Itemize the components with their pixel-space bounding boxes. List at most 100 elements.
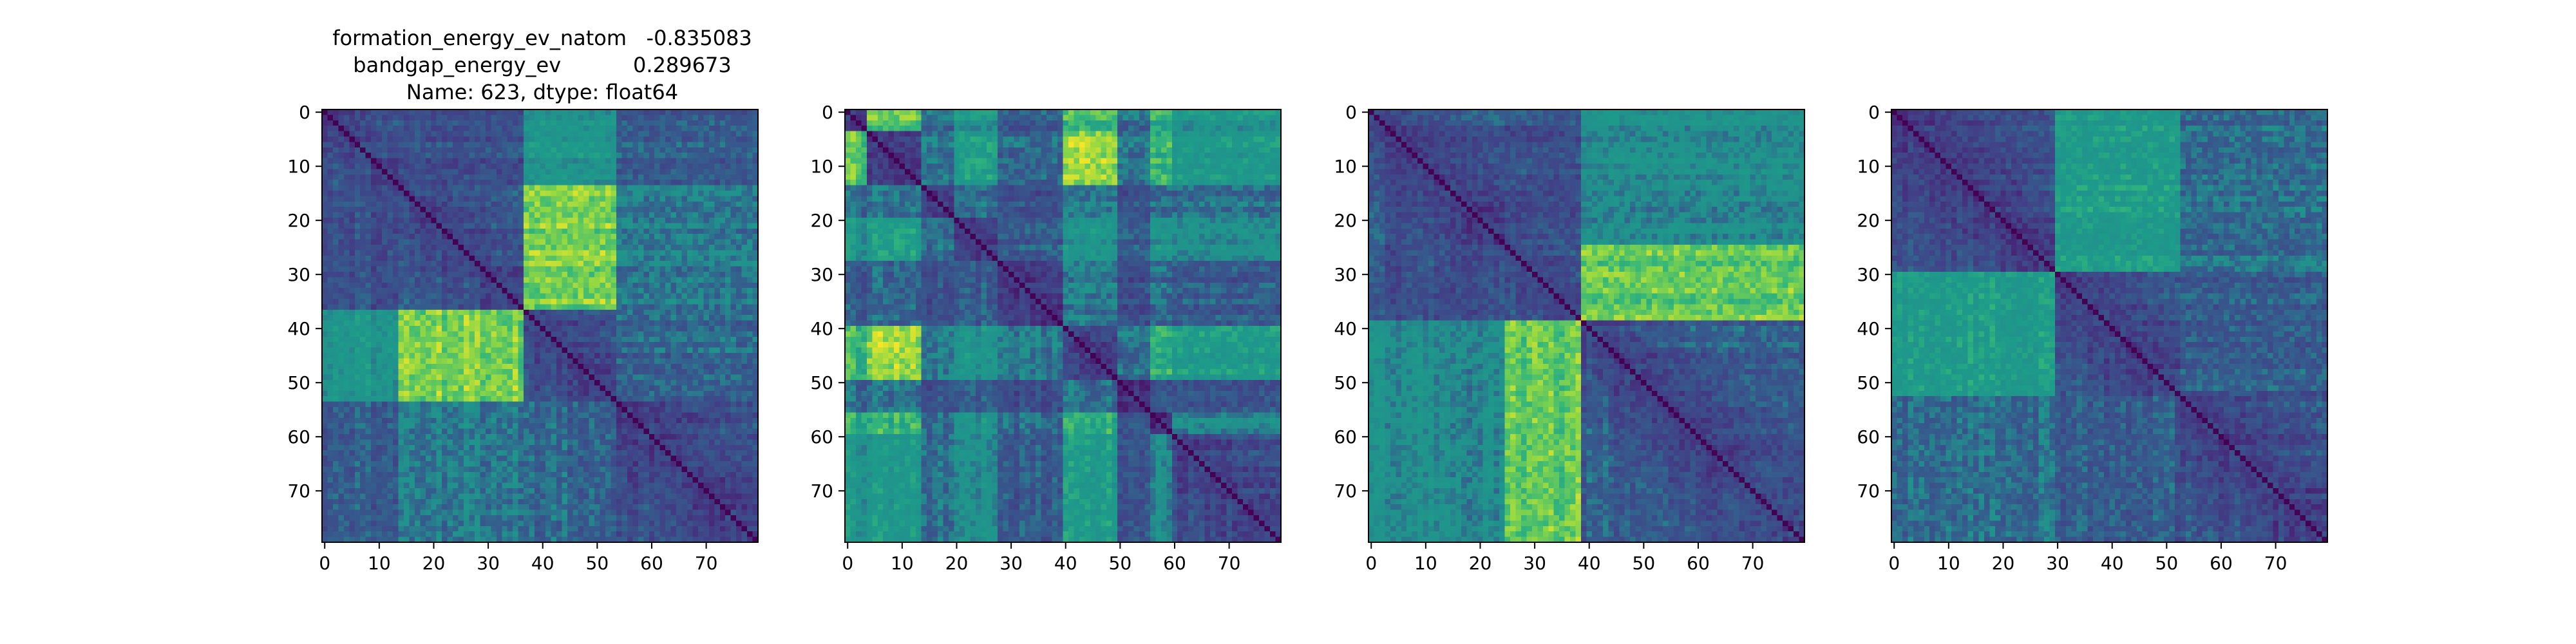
heatmap-cell (654, 120, 661, 126)
heatmap-cell (338, 218, 345, 223)
heatmap-cell (343, 282, 350, 289)
heatmap-cell (458, 353, 464, 359)
heatmap-cell (545, 201, 552, 207)
heatmap-cell (425, 374, 431, 381)
heatmap-cell (589, 439, 595, 446)
heatmap-cell (376, 342, 383, 348)
heatmap-cell (436, 223, 442, 229)
heatmap-cell (621, 109, 628, 115)
heatmap-cell (725, 288, 732, 294)
heatmap-cell (502, 218, 508, 223)
heatmap-cell (398, 401, 404, 408)
heatmap-cell (338, 374, 345, 381)
heatmap-cell (681, 336, 688, 343)
heatmap-cell (480, 326, 486, 332)
heatmap-cell (654, 353, 661, 359)
heatmap-cell (469, 444, 475, 451)
heatmap-cell (485, 191, 491, 196)
heatmap-cell (752, 380, 759, 386)
heatmap-cell (414, 299, 421, 305)
heatmap-cell (420, 336, 426, 343)
heatmap-cell (496, 142, 502, 148)
heatmap-cell (453, 126, 459, 132)
heatmap-cell (692, 126, 699, 132)
heatmap-cell (730, 131, 737, 137)
heatmap-cell (420, 255, 426, 261)
heatmap-cell (578, 396, 584, 402)
heatmap-cell (741, 180, 748, 186)
heatmap-cell (611, 401, 617, 408)
heatmap-cell (649, 120, 655, 126)
heatmap-cell (714, 201, 721, 207)
heatmap-cell (611, 342, 617, 348)
heatmap-cell (621, 282, 628, 289)
heatmap-cell (551, 304, 557, 310)
heatmap-cell (327, 212, 334, 218)
heatmap-cell (387, 369, 393, 375)
heatmap-cell (573, 277, 579, 283)
heatmap-cell (535, 374, 541, 381)
heatmap-cell (458, 239, 464, 245)
heatmap-cell (535, 309, 541, 316)
heatmap-cell (578, 363, 584, 370)
heatmap-cell (681, 428, 688, 435)
heatmap-cell (420, 147, 426, 153)
heatmap-cell (611, 223, 617, 229)
heatmap-cell (327, 218, 334, 223)
heatmap-cell (518, 396, 524, 402)
heatmap-cell (551, 347, 557, 354)
heatmap-cell (409, 342, 415, 348)
heatmap-cell (354, 320, 361, 327)
heatmap-cell (567, 272, 573, 278)
heatmap-cell (654, 347, 661, 354)
heatmap-cell (708, 439, 715, 446)
heatmap-cell (594, 369, 601, 375)
heatmap-cell (469, 228, 475, 234)
heatmap-cell (556, 374, 562, 381)
heatmap-cell (365, 169, 372, 175)
heatmap-cell (659, 234, 666, 240)
heatmap-cell (403, 218, 410, 223)
heatmap-cell (697, 255, 704, 261)
heatmap-cell (535, 331, 541, 337)
heatmap-cell (502, 255, 508, 261)
heatmap-cell (436, 396, 442, 402)
heatmap-cell (741, 109, 748, 115)
heatmap-cell (747, 277, 753, 283)
heatmap-cell (692, 153, 699, 159)
heatmap-cell (332, 401, 339, 408)
heatmap-cell (518, 380, 524, 386)
heatmap-cell (747, 153, 753, 159)
heatmap-cell (425, 428, 431, 435)
heatmap-cell (665, 142, 672, 148)
heatmap-cell (725, 358, 732, 365)
heatmap-cell (736, 401, 743, 408)
heatmap-cell (643, 131, 650, 137)
heatmap-cell (327, 374, 334, 381)
heatmap-cell (431, 126, 437, 132)
heatmap-cell (349, 228, 355, 234)
heatmap-cell (703, 396, 710, 402)
heatmap-cell (513, 347, 519, 354)
heatmap-cell (491, 444, 497, 451)
heatmap-cell (708, 191, 715, 196)
heatmap-cell (616, 309, 623, 316)
heatmap-cell (545, 131, 552, 137)
heatmap-cell (420, 228, 426, 234)
heatmap-cell (654, 336, 661, 343)
heatmap-cell (545, 417, 552, 424)
heatmap-cell (692, 109, 699, 115)
heatmap-cell (621, 272, 628, 278)
heatmap-cell (687, 407, 694, 413)
heatmap-cell (414, 412, 421, 419)
heatmap-cell (332, 439, 339, 446)
title-line-3: Name: 623, dtype: float64 (406, 80, 678, 104)
heatmap-cell (436, 261, 442, 267)
heatmap-cell (518, 401, 524, 408)
heatmap-cell (343, 147, 350, 153)
heatmap-cell (409, 201, 415, 207)
heatmap-cell (420, 390, 426, 397)
heatmap-cell (382, 401, 388, 408)
heatmap-cell (725, 326, 732, 332)
heatmap-cell (605, 282, 612, 289)
